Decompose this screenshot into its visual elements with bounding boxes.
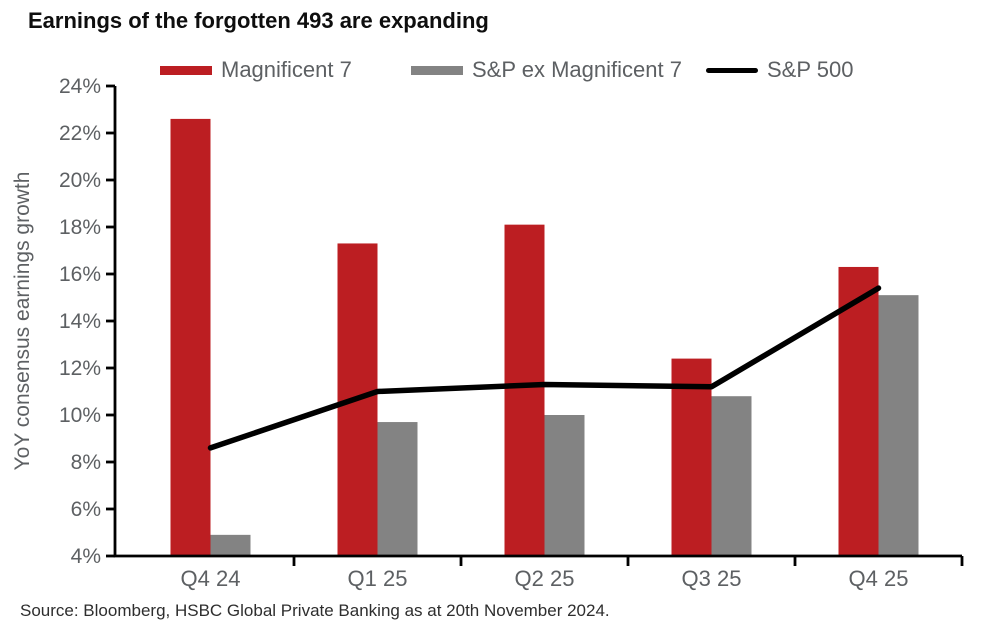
- bar-s-p-ex-magnificent-7-q3-25: [711, 396, 752, 556]
- y-tick-label: 4%: [71, 545, 101, 568]
- bar-magnificent-7-q2-25: [504, 224, 545, 556]
- source-note: Source: Bloomberg, HSBC Global Private B…: [20, 601, 610, 620]
- legend-swatch-sp-ex-magnificent-7: [411, 65, 463, 75]
- legend-item-magnificent-7: Magnificent 7: [160, 56, 352, 84]
- y-tick-label: 20%: [59, 169, 101, 192]
- legend-label-magnificent-7: Magnificent 7: [221, 57, 352, 82]
- y-tick-label: 6%: [71, 498, 101, 521]
- legend-label-sp500: S&P 500: [767, 57, 854, 82]
- legend-label-sp-ex-magnificent-7: S&P ex Magnificent 7: [472, 57, 682, 82]
- x-tick-label-q4-24: Q4 24: [181, 566, 241, 591]
- x-tick-label-q3-25: Q3 25: [682, 566, 742, 591]
- x-tick-label-q2-25: Q2 25: [515, 566, 575, 591]
- legend-item-sp-ex-magnificent-7: S&P ex Magnificent 7: [411, 56, 682, 84]
- legend-swatch-magnificent-7: [160, 65, 212, 75]
- x-tick-label-q1-25: Q1 25: [348, 566, 408, 591]
- bar-magnificent-7-q3-25: [671, 358, 712, 556]
- s-p-500-line: [207, 285, 882, 451]
- bar-magnificent-7-q4-25: [838, 266, 879, 556]
- y-tick-label: 8%: [71, 451, 101, 474]
- bar-s-p-ex-magnificent-7-q4-24: [210, 534, 251, 556]
- y-tick-label: 24%: [59, 75, 101, 98]
- bar-s-p-ex-magnificent-7-q2-25: [544, 415, 585, 556]
- bar-magnificent-7-q4-24: [170, 118, 211, 557]
- y-tick-label: 14%: [59, 310, 101, 333]
- bar-s-p-ex-magnificent-7-q1-25: [377, 422, 418, 556]
- chart-title: Earnings of the forgotten 493 are expand…: [28, 8, 489, 33]
- legend-swatch-sp500-line: [706, 67, 758, 73]
- y-tick-label: 16%: [59, 263, 101, 286]
- y-tick-label: 22%: [59, 122, 101, 145]
- y-tick-label: 12%: [59, 357, 101, 380]
- x-tick-label-q4-25: Q4 25: [849, 566, 909, 591]
- legend-item-sp500: S&P 500: [706, 56, 853, 84]
- bar-s-p-ex-magnificent-7-q4-25: [878, 295, 919, 556]
- y-tick-label: 10%: [59, 404, 101, 427]
- y-tick-label: 18%: [59, 216, 101, 239]
